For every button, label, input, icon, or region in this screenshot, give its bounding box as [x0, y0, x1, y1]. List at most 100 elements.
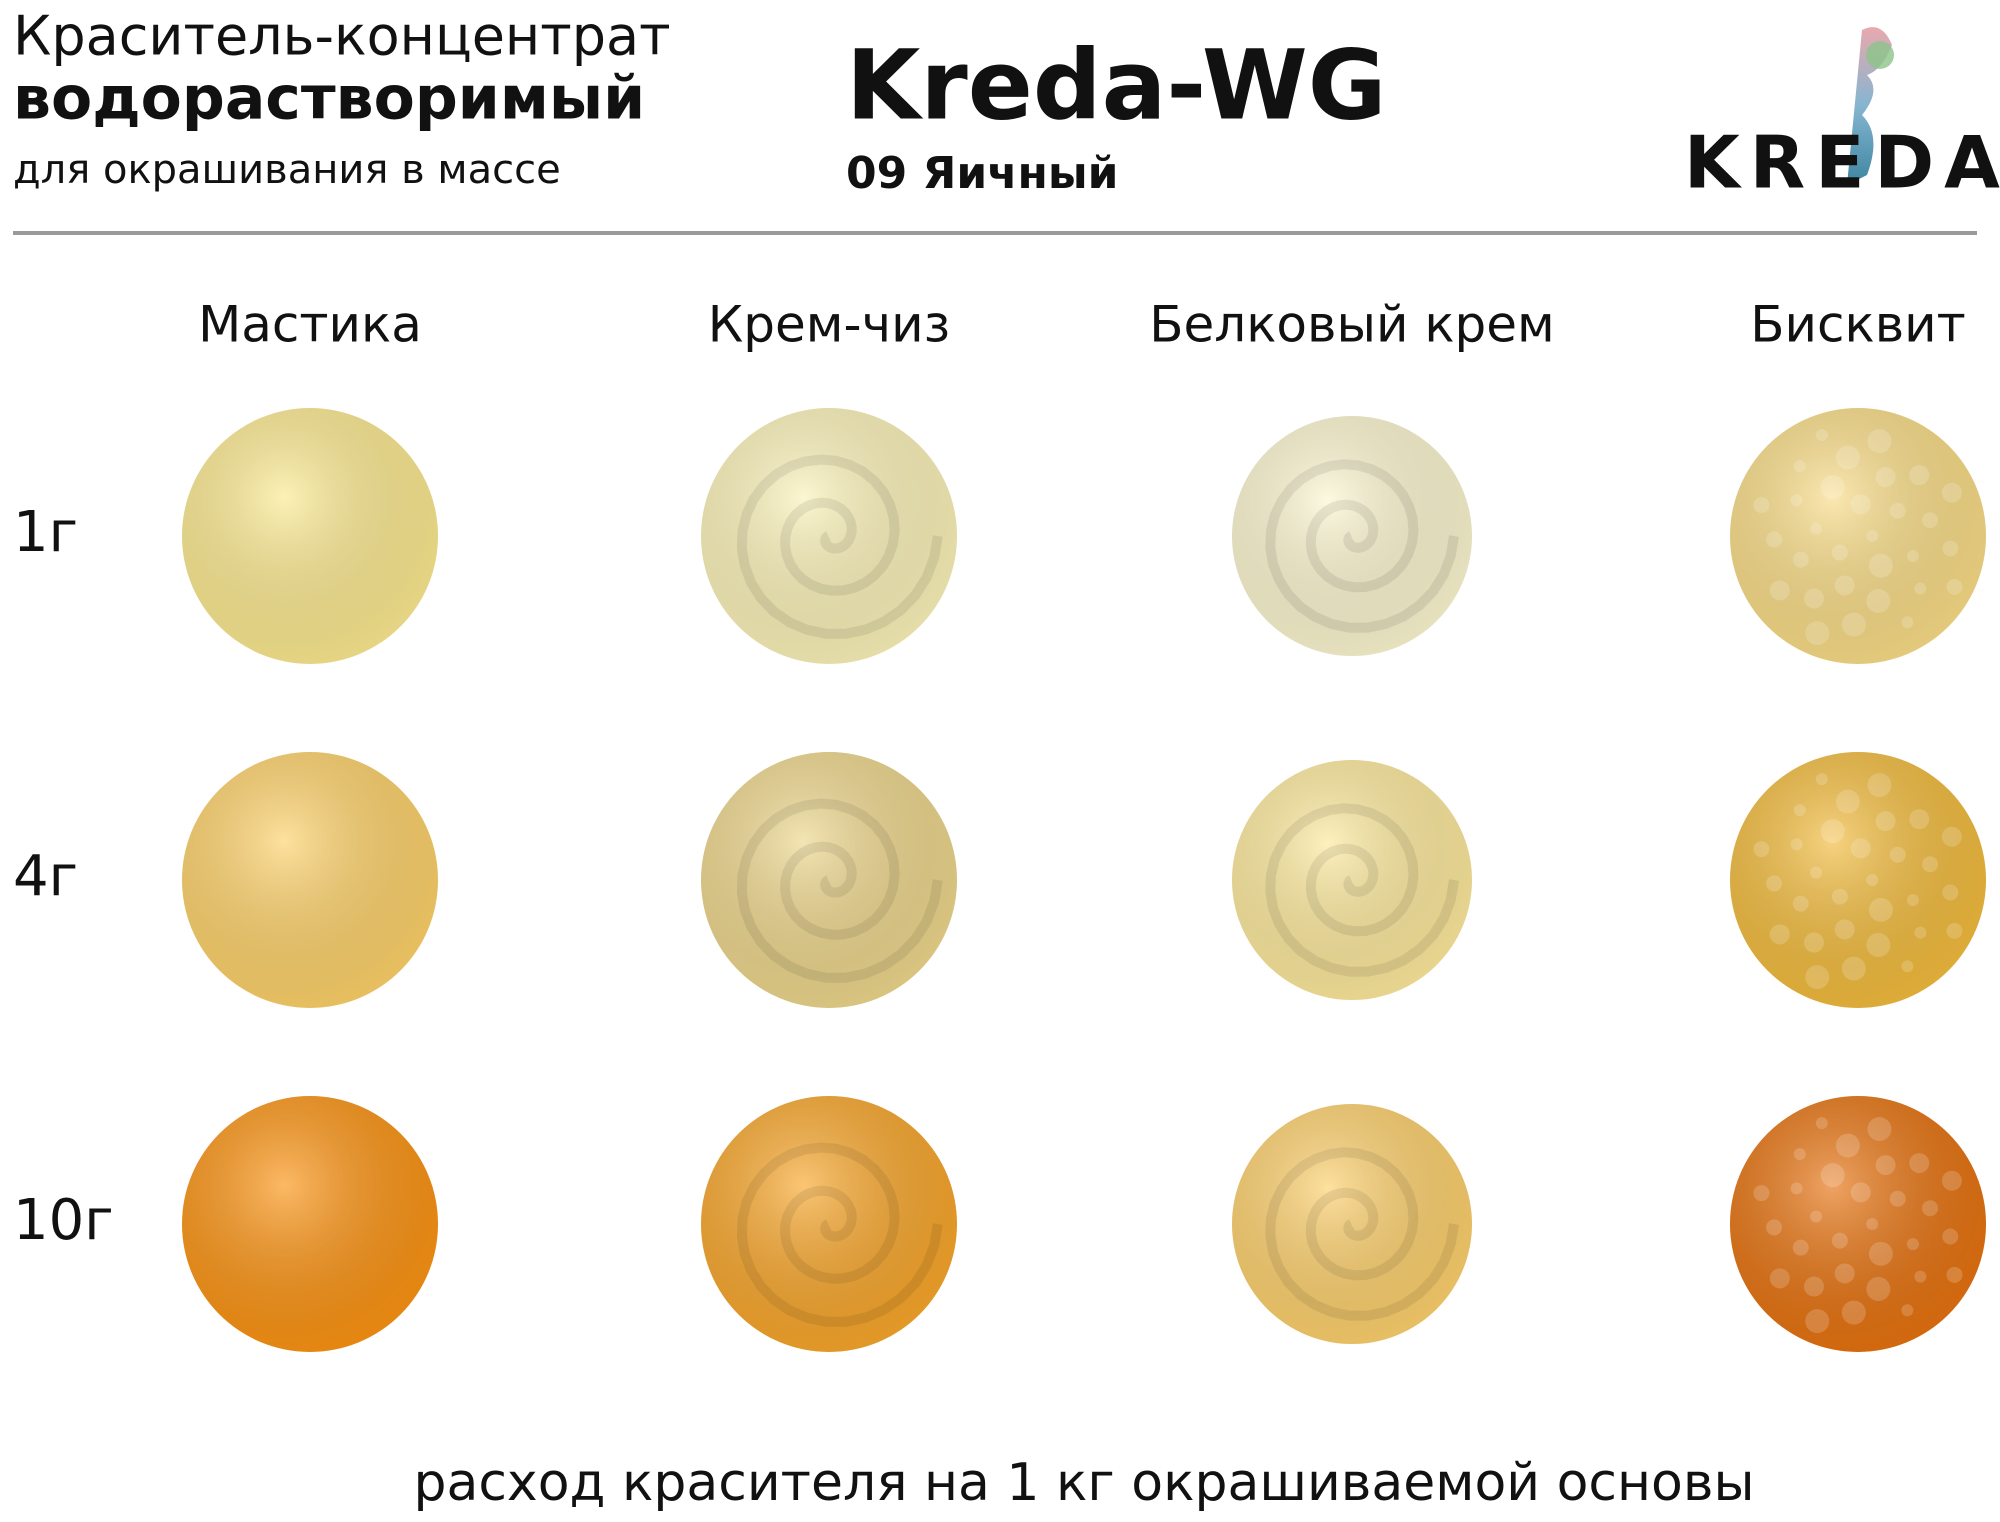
- crumb: [1906, 550, 1919, 563]
- crumb: [1906, 894, 1919, 907]
- crumb: [1834, 575, 1855, 596]
- crumb: [1946, 578, 1963, 595]
- crumb: [1792, 551, 1809, 568]
- crumb: [1889, 502, 1906, 519]
- crumb: [1941, 1170, 1962, 1191]
- column-header: Белковый крем: [1149, 296, 1555, 354]
- crumb: [1909, 809, 1930, 830]
- crumb: [1875, 467, 1896, 488]
- crumb: [1866, 932, 1891, 957]
- crumb: [1914, 1270, 1927, 1283]
- crumb: [1803, 588, 1824, 609]
- crumb: [1868, 1241, 1893, 1266]
- crumb: [1835, 789, 1860, 814]
- swatch-shade: [1730, 1096, 1986, 1352]
- crumb: [1946, 1266, 1963, 1283]
- crumb: [1901, 960, 1914, 973]
- crumb: [1766, 531, 1783, 548]
- crumb: [1820, 1163, 1845, 1188]
- crumb: [1792, 895, 1809, 912]
- swirl: [1265, 1147, 1459, 1321]
- swatch-shade: [1730, 752, 1986, 1008]
- crumb: [1942, 884, 1959, 901]
- crumb: [1815, 773, 1828, 786]
- crumb: [1868, 897, 1893, 922]
- crumb: [1867, 773, 1892, 798]
- crumb: [1835, 445, 1860, 470]
- crumb: [1831, 1232, 1848, 1249]
- subtitle: для окрашивания в массе: [13, 147, 561, 193]
- logo-mark: [1847, 27, 1894, 186]
- crumb: [1753, 841, 1770, 858]
- crumb: [1866, 530, 1879, 542]
- crumb: [1803, 932, 1824, 953]
- crumb: [1946, 922, 1963, 939]
- crumb: [1901, 1304, 1914, 1317]
- crumb: [1793, 804, 1806, 817]
- swatch-shade: [701, 408, 957, 664]
- crumb: [1866, 588, 1891, 613]
- swatch-shade: [1232, 1104, 1472, 1344]
- crumb: [1793, 1148, 1806, 1161]
- row-label: 1г: [13, 500, 78, 565]
- crumb: [1942, 540, 1959, 557]
- crumb: [1793, 460, 1806, 473]
- crumb: [1909, 1153, 1930, 1174]
- column-header: Бисквит: [1750, 296, 1966, 354]
- crumb: [1820, 475, 1845, 500]
- title-line1: Краситель-концентрат: [13, 5, 671, 68]
- crumb: [1942, 1228, 1959, 1245]
- swatch-shade: [1232, 416, 1472, 656]
- crumb: [1866, 1276, 1891, 1301]
- swirl: [736, 454, 943, 639]
- crumb: [1914, 582, 1927, 595]
- crumb: [1820, 819, 1845, 844]
- crumb: [1889, 846, 1906, 863]
- crumb: [1914, 926, 1927, 939]
- crumb: [1810, 522, 1823, 535]
- swirl: [1265, 459, 1459, 633]
- crumb: [1834, 1263, 1855, 1284]
- crumb: [1790, 838, 1803, 851]
- crumb: [1803, 1276, 1824, 1297]
- crumb: [1815, 1117, 1828, 1130]
- crumb: [1901, 616, 1914, 629]
- crumb: [1941, 826, 1962, 847]
- crumb: [1769, 580, 1790, 601]
- crumb: [1841, 1300, 1866, 1325]
- crumb: [1835, 1133, 1860, 1158]
- crumb: [1792, 1239, 1809, 1256]
- title-line2: водорастворимый: [13, 64, 645, 134]
- crumb: [1867, 429, 1892, 454]
- logo: KREDA: [1684, 121, 2000, 205]
- crumb: [1922, 856, 1939, 873]
- crumb: [1805, 1309, 1830, 1334]
- crumb: [1766, 875, 1783, 892]
- column-header: Мастика: [198, 296, 422, 354]
- crumb: [1875, 811, 1896, 832]
- swatch-shade: [1730, 408, 1986, 664]
- crumb: [1815, 429, 1828, 442]
- swatches: [182, 408, 1986, 1352]
- product-name: Kreda-WG: [846, 29, 1387, 141]
- crumb: [1906, 1238, 1919, 1251]
- swatch-shade: [182, 1096, 438, 1352]
- crumb: [1790, 494, 1803, 507]
- crumb: [1769, 924, 1790, 945]
- swatch-shade: [182, 752, 438, 1008]
- crumb: [1922, 1200, 1939, 1217]
- crumb: [1841, 612, 1866, 637]
- crumb: [1810, 1210, 1823, 1223]
- swirl: [1265, 803, 1459, 977]
- row-label: 4г: [13, 844, 78, 909]
- crumb: [1866, 1218, 1879, 1230]
- crumb: [1866, 874, 1879, 886]
- crumb: [1766, 1219, 1783, 1236]
- footer-note: расход красителя на 1 кг окрашиваемой ос…: [413, 1453, 1754, 1513]
- crumb: [1831, 544, 1848, 561]
- crumb: [1753, 497, 1770, 514]
- swatch-shade: [701, 752, 957, 1008]
- swatch-shade: [1232, 760, 1472, 1000]
- crumb: [1805, 965, 1830, 990]
